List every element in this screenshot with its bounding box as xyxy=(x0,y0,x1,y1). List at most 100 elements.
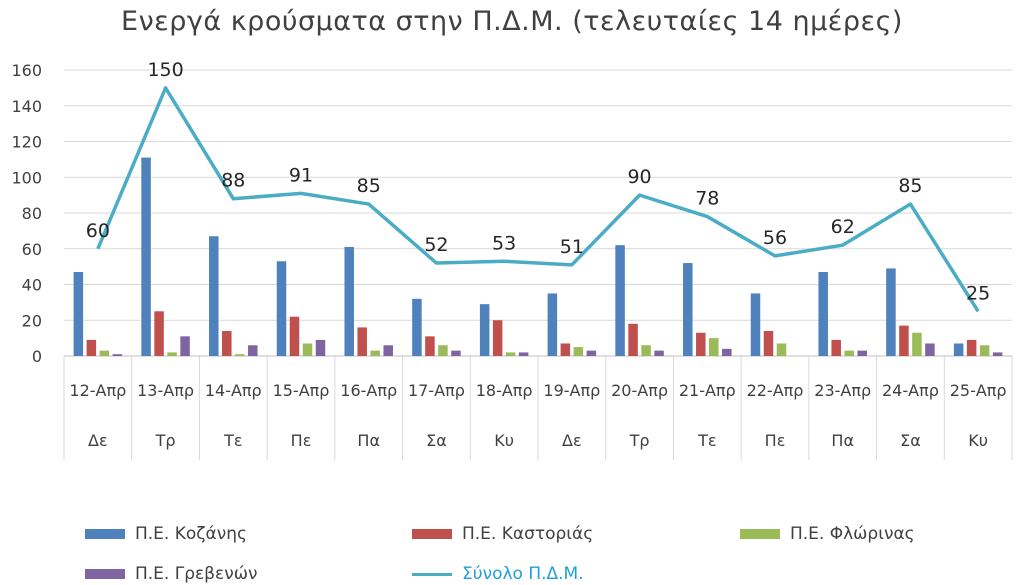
x-tick-label-date: 16-Απρ xyxy=(340,381,397,400)
chart-legend: Π.Ε. Κοζάνης Π.Ε. Καστοριάς Π.Ε. Φλώρινα… xyxy=(0,508,1024,585)
total-data-label: 51 xyxy=(560,236,584,258)
bar-π-ε-καστοριάς xyxy=(696,332,706,356)
bar-π-ε-καστοριάς xyxy=(763,330,774,356)
legend-item-kozani: Π.Ε. Κοζάνης xyxy=(85,524,247,544)
bar-π-ε-φλώρινας xyxy=(641,345,651,356)
bar-π-ε-καστοριάς xyxy=(86,339,97,356)
x-tick-label-day: Κυ xyxy=(494,431,514,450)
bar-π-ε-καστοριάς xyxy=(831,339,841,356)
y-tick-label: 60 xyxy=(22,240,42,259)
bar-π-ε-φλώρινας xyxy=(912,332,922,356)
bar-π-ε-φλώρινας xyxy=(302,343,313,356)
bar-π-ε-γρεβενών xyxy=(654,350,664,356)
total-data-label: 85 xyxy=(898,175,922,197)
bar-π-ε-γρεβενών xyxy=(451,350,461,356)
bar-π-ε-κοζάνης xyxy=(209,236,219,356)
total-data-label: 62 xyxy=(831,216,855,238)
y-tick-label: 40 xyxy=(22,276,42,295)
legend-item-total: Σύνολο Π.Δ.Μ. xyxy=(412,564,584,584)
x-tick-label-day: Πε xyxy=(765,431,786,450)
x-tick-label-day: Τρ xyxy=(155,431,176,450)
x-tick-label-day: Σα xyxy=(900,431,921,450)
x-tick-label-day: Σα xyxy=(426,431,447,450)
bar-π-ε-φλώρινας xyxy=(979,345,990,356)
bar-π-ε-κοζάνης xyxy=(479,304,490,356)
x-tick-label-date: 18-Απρ xyxy=(476,381,533,400)
x-tick-label-date: 14-Απρ xyxy=(205,381,262,400)
total-data-label: 150 xyxy=(147,59,183,81)
y-tick-label: 0 xyxy=(32,347,42,366)
legend-swatch-kastoria xyxy=(412,529,452,539)
bar-π-ε-κοζάνης xyxy=(276,261,287,356)
bar-π-ε-κοζάνης xyxy=(886,268,896,356)
bar-π-ε-γρεβενών xyxy=(857,350,867,356)
legend-swatch-florina xyxy=(740,529,780,539)
bar-π-ε-γρεβενών xyxy=(992,352,1003,356)
total-data-label: 60 xyxy=(86,220,110,242)
legend-label-florina: Π.Ε. Φλώρινας xyxy=(790,524,915,544)
bar-π-ε-γρεβενών xyxy=(112,354,123,356)
y-tick-label: 140 xyxy=(11,97,42,116)
bar-π-ε-κοζάνης xyxy=(818,271,828,356)
total-data-label: 88 xyxy=(221,170,245,192)
bar-π-ε-φλώρινας xyxy=(709,338,719,356)
bar-π-ε-γρεβενών xyxy=(180,336,190,356)
x-tick-label-day: Δε xyxy=(562,431,582,450)
legend-label-total: Σύνολο Π.Δ.Μ. xyxy=(462,564,584,584)
bar-π-ε-καστοριάς xyxy=(899,325,909,356)
total-line xyxy=(96,86,980,313)
bar-π-ε-καστοριάς xyxy=(492,320,503,356)
bar-π-ε-φλώρινας xyxy=(167,352,177,356)
bar-π-ε-κοζάνης xyxy=(615,245,625,356)
bar-π-ε-καστοριάς xyxy=(560,343,571,356)
legend-label-kastoria: Π.Ε. Καστοριάς xyxy=(462,524,594,544)
y-tick-label: 80 xyxy=(22,204,42,223)
y-tick-label: 160 xyxy=(11,61,42,80)
bar-π-ε-γρεβενών xyxy=(383,345,393,356)
legend-item-kastoria: Π.Ε. Καστοριάς xyxy=(412,524,593,544)
y-tick-label: 20 xyxy=(22,311,42,330)
bar-π-ε-γρεβενών xyxy=(925,343,935,356)
bar-π-ε-γρεβενών xyxy=(518,352,529,356)
x-tick-label-date: 22-Απρ xyxy=(747,381,804,400)
bar-π-ε-καστοριάς xyxy=(154,311,164,356)
total-data-label: 90 xyxy=(627,166,651,188)
legend-label-grevena: Π.Ε. Γρεβενών xyxy=(135,564,258,584)
total-data-label: 56 xyxy=(763,227,787,249)
bar-π-ε-καστοριάς xyxy=(425,336,435,356)
x-tick-label-day: Κυ xyxy=(968,431,988,450)
bar-π-ε-καστοριάς xyxy=(357,327,367,356)
x-tick-label-date: 20-Απρ xyxy=(611,381,668,400)
legend-item-grevena: Π.Ε. Γρεβενών xyxy=(85,564,257,584)
x-tick-label-date: 25-Απρ xyxy=(950,381,1007,400)
bar-π-ε-κοζάνης xyxy=(547,293,558,356)
bar-π-ε-κοζάνης xyxy=(953,343,964,356)
legend-swatch-grevena xyxy=(85,569,125,579)
y-tick-label: 120 xyxy=(11,133,42,152)
bar-π-ε-κοζάνης xyxy=(344,246,354,356)
legend-line-total xyxy=(412,572,452,576)
bar-π-ε-γρεβενών xyxy=(722,348,732,356)
y-tick-label: 100 xyxy=(11,168,42,187)
bar-π-ε-φλώρινας xyxy=(776,343,787,356)
bar-π-ε-κοζάνης xyxy=(683,263,693,356)
bar-π-ε-κοζάνης xyxy=(73,271,84,356)
bar-π-ε-γρεβενών xyxy=(586,350,597,356)
x-tick-label-day: Πε xyxy=(291,431,312,450)
total-data-label: 53 xyxy=(492,232,516,254)
x-tick-label-day: Πα xyxy=(357,431,380,450)
legend-swatch-kozani xyxy=(85,529,125,539)
bar-π-ε-φλώρινας xyxy=(844,350,854,356)
bar-π-ε-φλώρινας xyxy=(573,347,584,356)
x-tick-label-date: 15-Απρ xyxy=(273,381,330,400)
x-tick-label-day: Τρ xyxy=(629,431,650,450)
bar-π-ε-φλώρινας xyxy=(235,354,245,356)
x-tick-label-date: 13-Απρ xyxy=(137,381,194,400)
x-tick-label-date: 19-Απρ xyxy=(543,381,600,400)
bar-π-ε-φλώρινας xyxy=(99,350,110,356)
bar-π-ε-καστοριάς xyxy=(289,316,300,356)
bar-π-ε-καστοριάς xyxy=(628,323,638,356)
chart-title: Ενεργά κρούσματα στην Π.Δ.Μ. (τελευταίες… xyxy=(121,6,903,37)
x-tick-label-day: Τε xyxy=(223,431,242,450)
